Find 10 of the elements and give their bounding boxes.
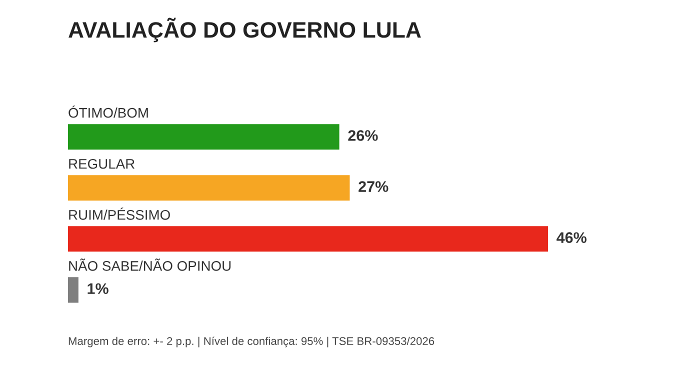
y-tick-label: REGULAR: [69, 158, 134, 169]
data-label: 26%: [348, 130, 378, 141]
data-label: 27%: [358, 181, 388, 192]
y-tick-label: NÃO SABE/NÃO OPINOU: [69, 258, 231, 271]
data-label: 1%: [88, 283, 108, 294]
chart-title: AVALIAÇÃO DO GOVERNO LULA: [68, 18, 421, 42]
y-tick-label: RUIM/PÉSSIMO: [69, 208, 170, 220]
text: Margem de erro: +- 2 p.p. | Nível de confiança: 95% | TSE BR-09353/2026: [68, 336, 434, 348]
y-tick-label: ÓTIMO/BOM: [68, 106, 148, 118]
data-label: 46%: [556, 232, 587, 243]
